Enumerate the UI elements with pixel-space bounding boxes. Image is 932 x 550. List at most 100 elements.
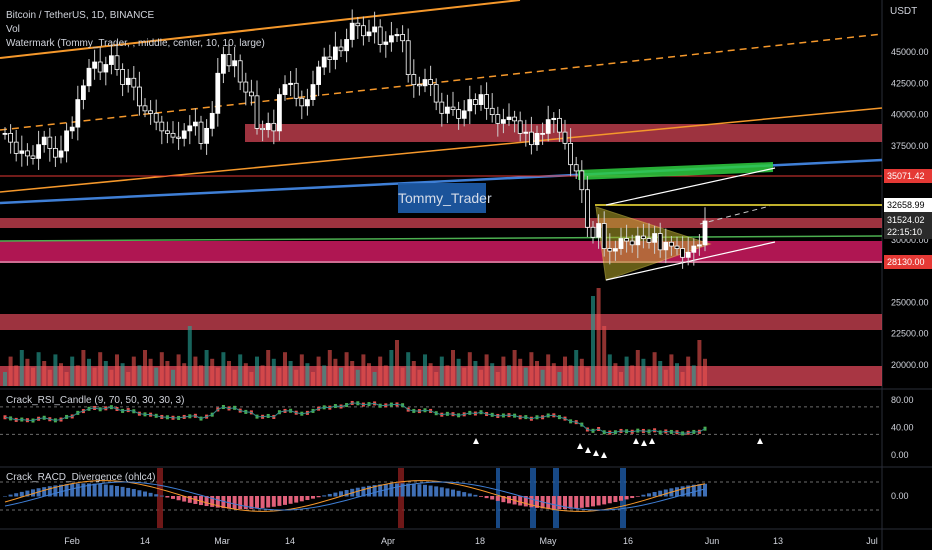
candle-down xyxy=(254,95,260,129)
volume-bar xyxy=(339,367,343,386)
rsi-signal-marker xyxy=(649,438,655,444)
price-tag-countdown: 22:15:10 xyxy=(887,227,922,237)
volume-bar xyxy=(115,354,119,386)
volume-bar xyxy=(271,358,276,386)
candle-down xyxy=(517,120,523,134)
racd-histogram-bar xyxy=(602,496,607,505)
racd-histogram-bar xyxy=(182,496,187,502)
price-tick-label: 40000.00 xyxy=(891,110,929,120)
volume-bar xyxy=(501,356,506,386)
candle-up xyxy=(288,82,294,85)
candle-down xyxy=(450,106,456,110)
candle-down xyxy=(529,131,534,146)
orange-channel-top xyxy=(0,0,521,59)
watermark-indicator-label: Watermark (Tommy_Trader, , middle, cente… xyxy=(6,38,265,49)
volume-bar xyxy=(462,367,467,386)
candle-up xyxy=(58,150,64,158)
volume-bar xyxy=(389,350,394,386)
candle-up xyxy=(316,66,322,85)
time-axis-label: Jul xyxy=(866,536,878,546)
candle-up xyxy=(540,132,545,135)
candle-up xyxy=(500,119,506,124)
candle-up xyxy=(92,61,97,69)
price-tag-last: 31524.02 xyxy=(887,215,925,225)
green-trendline xyxy=(0,235,883,242)
racd-histogram-bar xyxy=(87,483,91,497)
orange-channel-mid xyxy=(0,33,883,131)
candle-down xyxy=(657,233,663,251)
candle-down xyxy=(590,226,596,238)
volume-bar xyxy=(333,358,338,386)
volume-bar xyxy=(221,352,226,386)
racd-histogram-bar xyxy=(199,496,203,506)
racd-histogram-bar xyxy=(25,490,30,497)
racd-histogram-bar xyxy=(109,485,114,497)
candle-up xyxy=(209,112,215,129)
price-tag-yellow: 32658.99 xyxy=(887,200,925,210)
candle-up xyxy=(349,22,355,40)
candle-down xyxy=(377,26,383,45)
volume-bar xyxy=(165,361,170,386)
price-tag-last-bg xyxy=(884,212,932,239)
time-axis-label: Feb xyxy=(64,536,80,546)
volume-bar xyxy=(383,365,388,386)
racd-histogram-bar xyxy=(473,494,478,497)
volume-bar xyxy=(355,369,360,386)
volume-bar xyxy=(467,352,472,386)
racd-histogram-bar xyxy=(255,496,259,509)
price-tick-label: 30000.00 xyxy=(891,235,929,245)
rsi-signal-marker xyxy=(601,452,607,458)
volume-bar xyxy=(103,361,108,386)
candle-up xyxy=(702,220,708,246)
racd-histogram-bar xyxy=(551,496,556,510)
volume-bar xyxy=(596,288,601,386)
racd-histogram-bar xyxy=(148,492,153,497)
racd-histogram-bar xyxy=(3,496,7,497)
volume-bar xyxy=(294,369,299,386)
candle-up xyxy=(204,127,210,144)
racd-histogram-bar xyxy=(563,496,567,510)
volume-bar xyxy=(400,367,405,386)
candle-down xyxy=(53,148,58,158)
candle-up xyxy=(596,223,601,238)
volume-bar xyxy=(703,358,707,386)
volume-bar xyxy=(546,354,551,386)
rsi-signal-marker xyxy=(633,438,639,444)
racd-histogram-bar xyxy=(635,496,640,497)
racd-histogram-bar xyxy=(288,496,293,504)
racd-histogram-bar xyxy=(159,495,164,497)
candle-down xyxy=(164,130,170,134)
volume-bar xyxy=(423,354,427,386)
racd-histogram-bar xyxy=(367,485,371,497)
time-axis-label: 13 xyxy=(773,536,783,546)
racd-histogram-bar xyxy=(680,486,685,497)
candle-up xyxy=(109,55,114,65)
volume-bar xyxy=(635,350,640,386)
volume-bar xyxy=(204,350,209,386)
support-zone-2 xyxy=(0,314,882,330)
candle-down xyxy=(237,60,243,83)
racd-histogram-bar xyxy=(47,486,52,497)
candle-down xyxy=(411,74,417,85)
candle-up xyxy=(103,64,109,73)
volume-bar xyxy=(92,367,97,386)
time-axis-label: May xyxy=(539,536,557,546)
racd-histogram-bar xyxy=(243,496,248,510)
racd-histogram-bar xyxy=(691,484,696,497)
volume-bar xyxy=(3,372,7,386)
racd-histogram-bar xyxy=(249,496,254,509)
price-tag-resistance: 35071.42 xyxy=(887,171,925,181)
volume-bar xyxy=(691,365,696,386)
rsi-tick-label: 40.00 xyxy=(891,423,914,433)
racd-histogram-bar xyxy=(266,496,271,508)
racd-histogram-bar xyxy=(171,496,175,499)
candle-up xyxy=(685,251,691,258)
volume-bar xyxy=(193,356,198,386)
racd-histogram-bar xyxy=(126,487,131,497)
volume-bar xyxy=(367,363,371,386)
price-tag-resistance-bg xyxy=(884,169,932,183)
volume-bar xyxy=(344,352,349,386)
price-tick-label: 20000.00 xyxy=(891,360,929,370)
